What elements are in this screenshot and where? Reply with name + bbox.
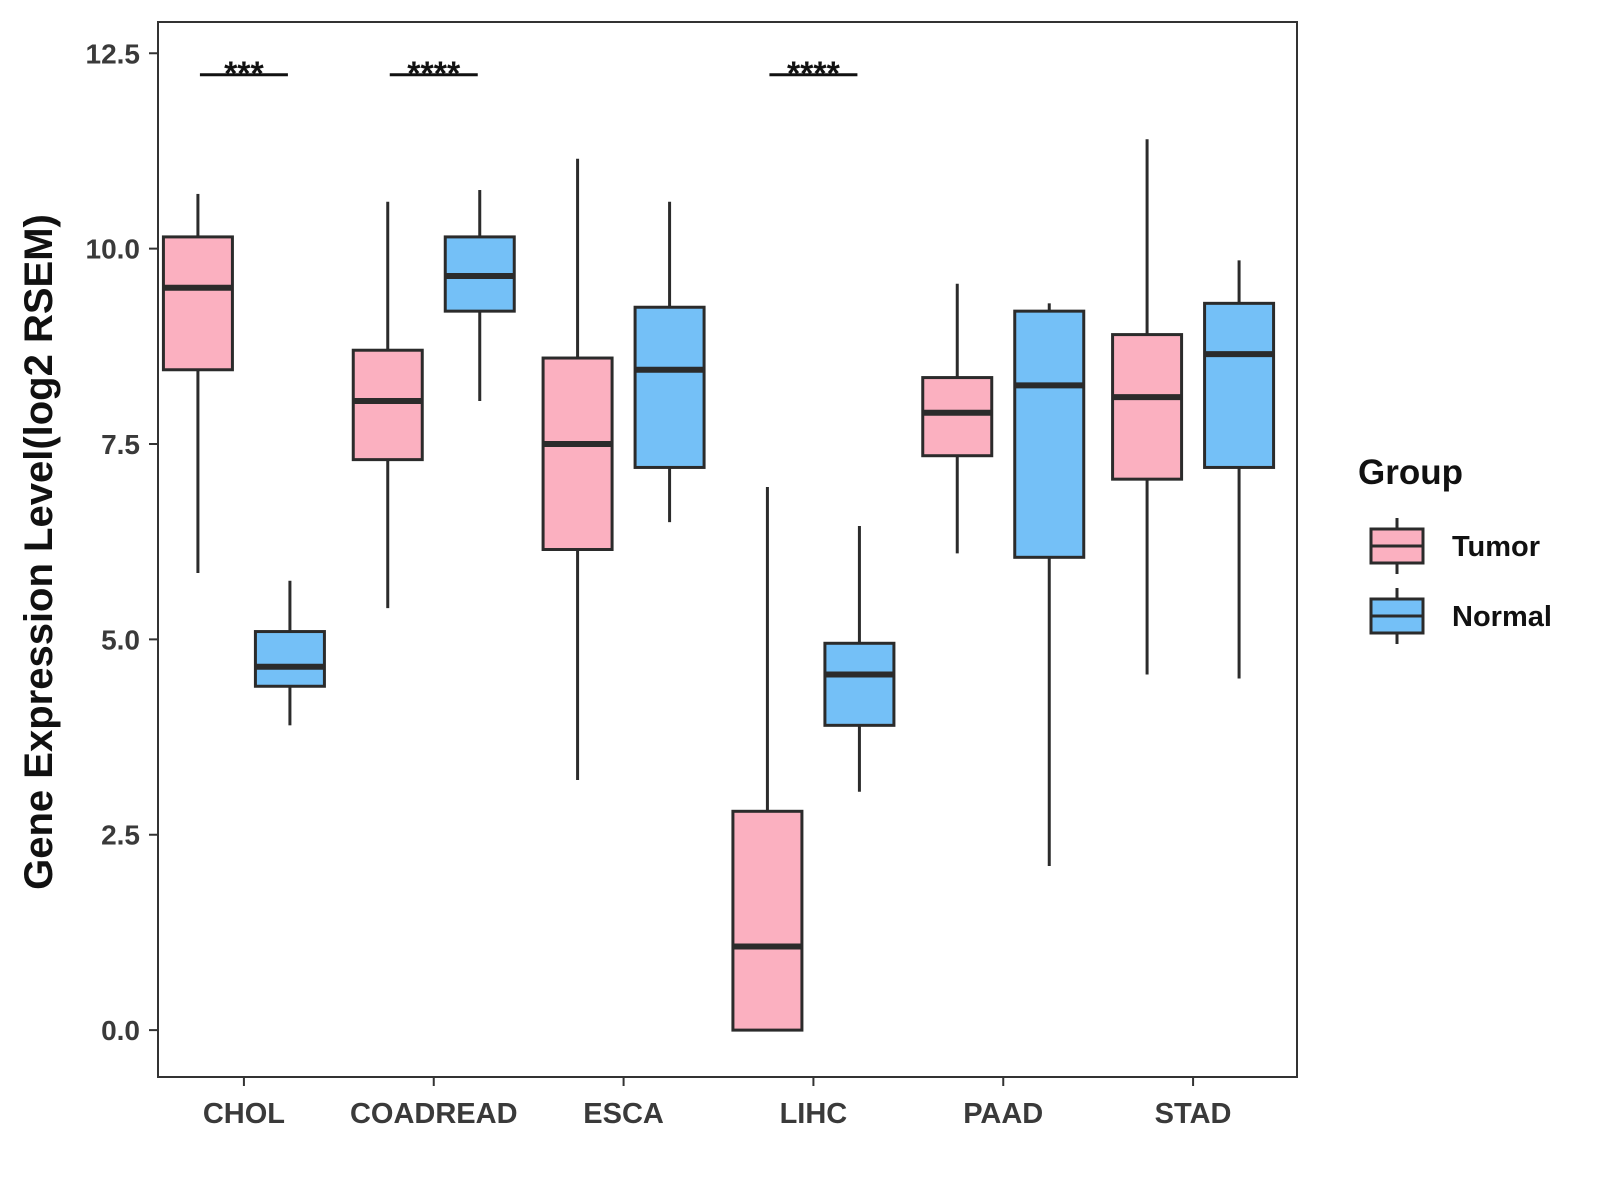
box-iqr (351, 348, 424, 462)
x-tick-label: STAD (1155, 1098, 1232, 1130)
x-tick-label: LIHC (780, 1098, 848, 1130)
y-axis-title: Gene Expression Level(log2 RSEM) (17, 214, 61, 890)
y-tick-label: 7.5 (101, 429, 140, 460)
box-tumor-esca (541, 158, 614, 781)
y-tick-label: 0.0 (101, 1015, 140, 1046)
box-tumor-lihc (731, 486, 804, 1032)
box-normal-stad (1203, 260, 1276, 679)
box-tumor-coadread (351, 201, 424, 609)
x-tick-label: ESCA (583, 1098, 664, 1130)
box-normal-coadread (443, 190, 516, 402)
box-iqr (253, 630, 326, 688)
x-tick-label: PAAD (963, 1098, 1043, 1130)
box-iqr (541, 356, 614, 552)
box-iqr (1013, 309, 1086, 559)
box-tumor-stad (1111, 139, 1184, 675)
y-tick-label: 2.5 (101, 820, 140, 851)
y-tick-label: 5.0 (101, 624, 140, 655)
significance-label: *** (224, 55, 264, 93)
box-iqr (731, 809, 804, 1032)
box-iqr (921, 376, 994, 458)
legend: Group Tumor Normal (1358, 453, 1552, 644)
significance-label: **** (407, 55, 461, 93)
legend-label: Normal (1452, 601, 1552, 633)
box-normal-chol (253, 580, 326, 726)
significance-label: **** (787, 55, 841, 93)
box-tumor-chol (161, 193, 234, 573)
y-tick-label: 12.5 (86, 38, 141, 69)
x-tick-label: COADREAD (350, 1098, 518, 1130)
box-iqr (161, 235, 234, 372)
legend-item-tumor: Tumor (1369, 518, 1540, 574)
box-iqr (823, 641, 896, 727)
box-iqr (1203, 301, 1276, 469)
legend-title: Group (1358, 453, 1463, 492)
y-tick-label: 10.0 (86, 234, 141, 265)
box-tumor-paad (921, 283, 994, 554)
box-iqr (1111, 333, 1184, 481)
box-normal-lihc (823, 526, 896, 792)
legend-item-normal: Normal (1369, 588, 1552, 644)
plot-panel-border (157, 21, 1298, 1078)
legend-label: Tumor (1452, 531, 1540, 563)
box-normal-esca (633, 201, 706, 523)
box-normal-paad (1013, 303, 1086, 866)
box-iqr (633, 305, 706, 469)
x-tick-label: CHOL (203, 1098, 285, 1130)
